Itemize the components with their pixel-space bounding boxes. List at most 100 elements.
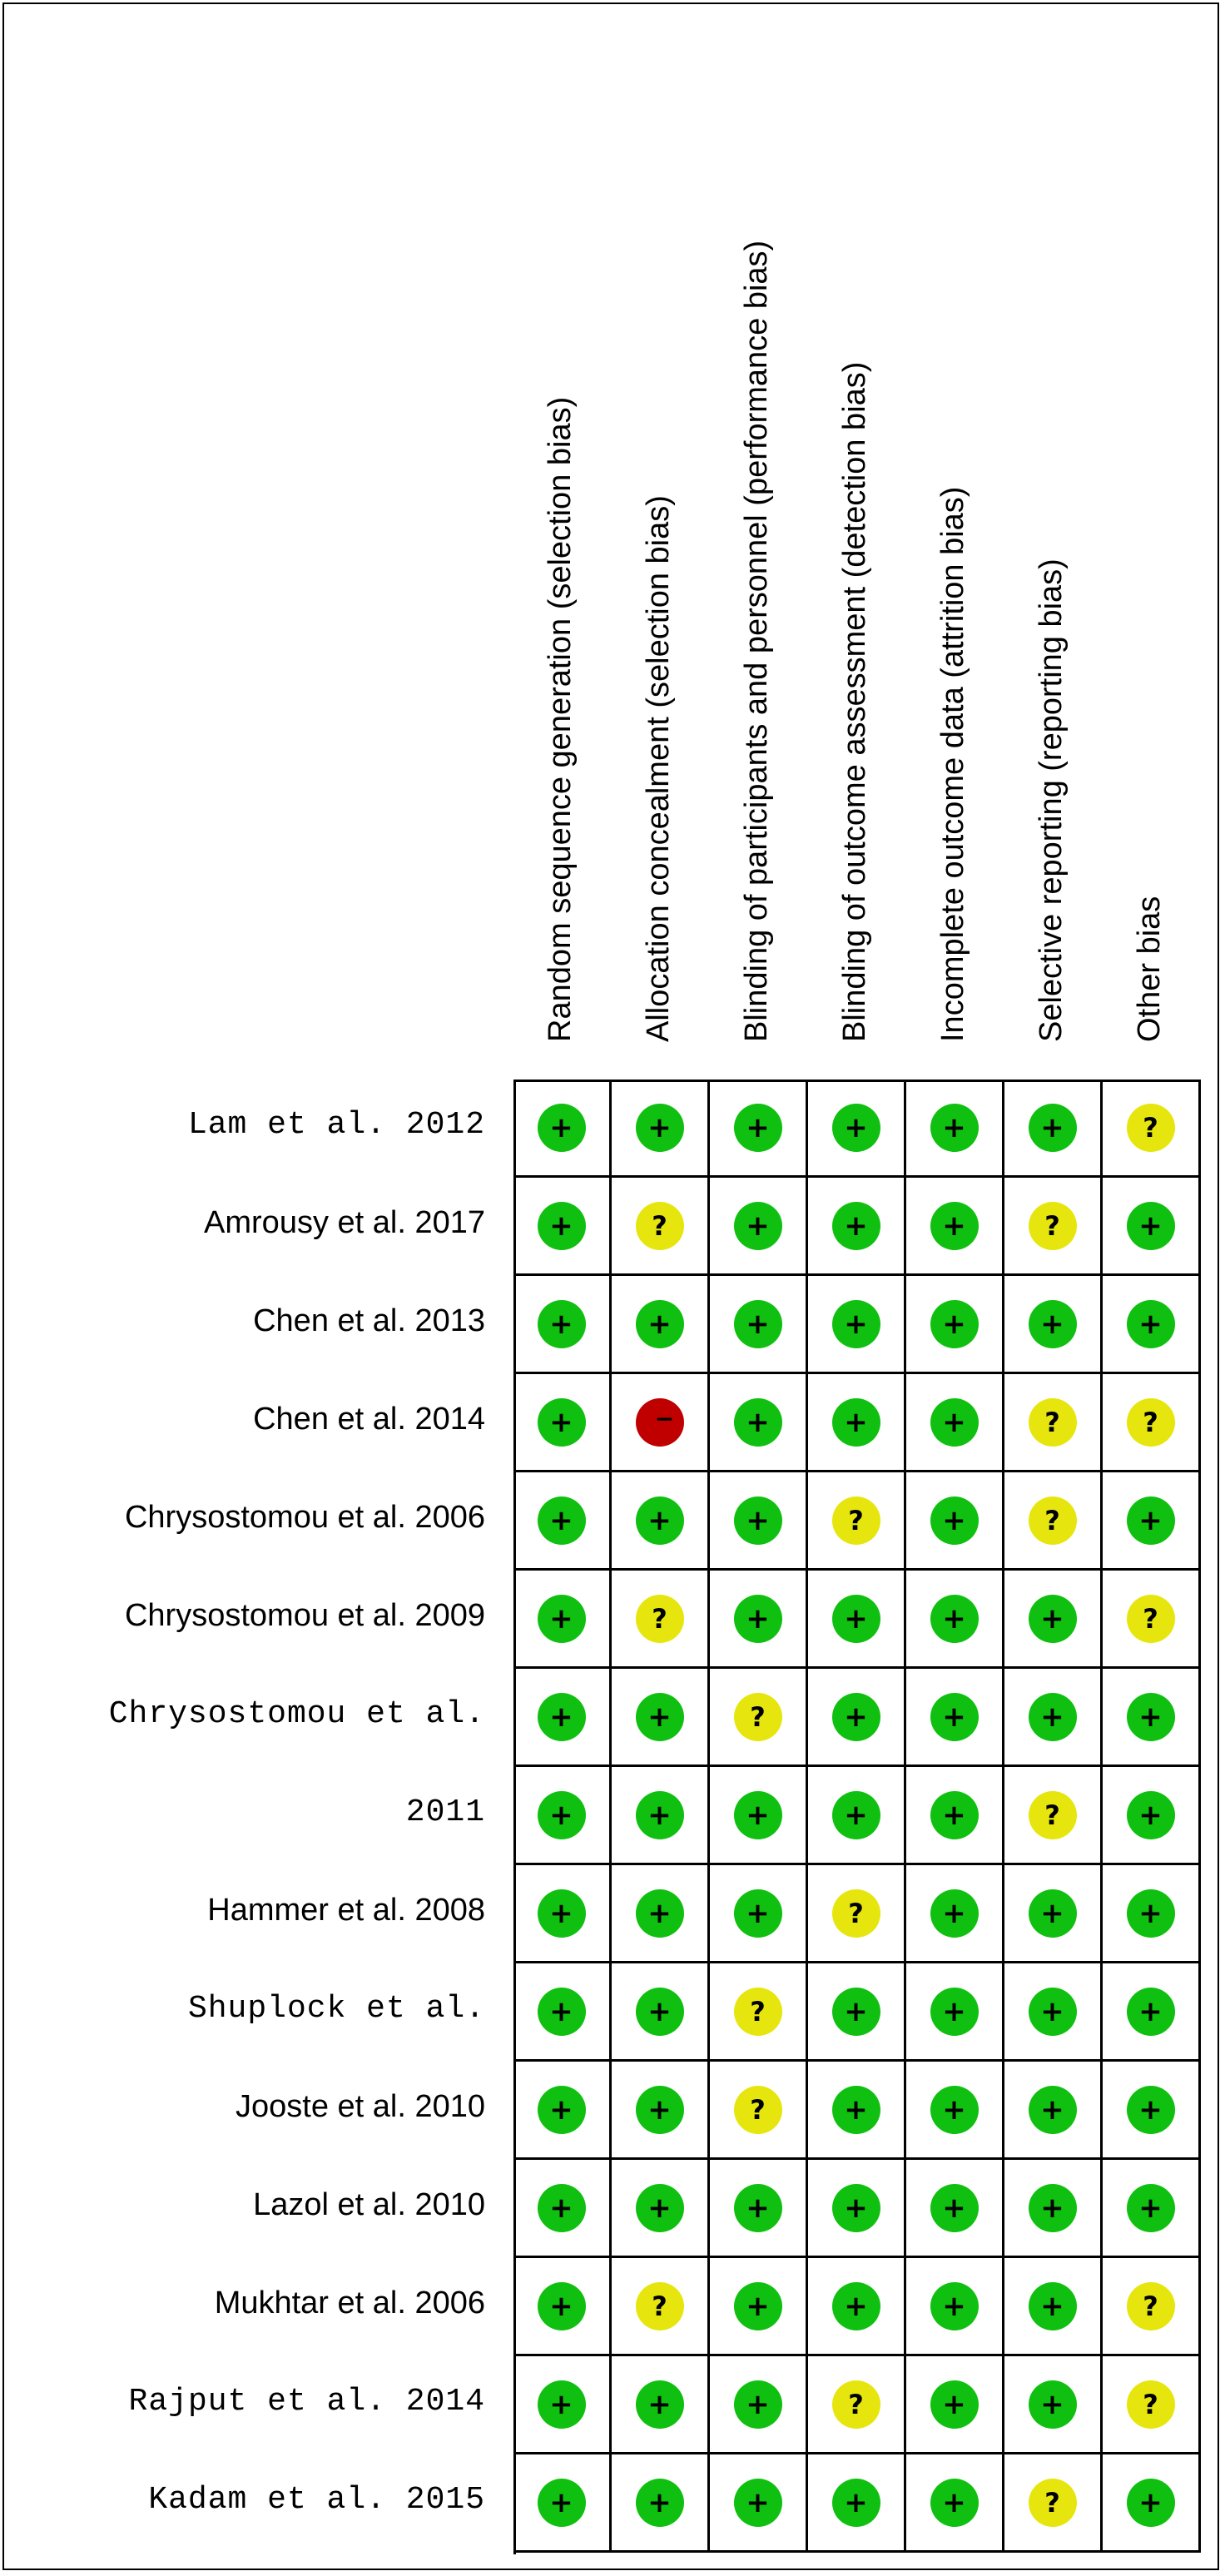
low-risk-icon: + (1126, 2085, 1175, 2134)
study-label: Shuplock et al. (187, 1991, 485, 2027)
low-risk-icon: + (1126, 2183, 1175, 2232)
rating-cell: + (612, 1767, 710, 1865)
unclear-risk-icon: ? (831, 1889, 880, 1938)
unclear-risk-icon: ? (733, 1692, 782, 1741)
rating-cell: + (1004, 2062, 1103, 2160)
low-risk-icon: + (537, 2478, 586, 2527)
unclear-risk-icon: ? (1028, 1397, 1077, 1447)
rating-cell: + (808, 1571, 906, 1669)
rating-cell: + (710, 1767, 808, 1865)
rating-cell: + (710, 1178, 808, 1276)
low-risk-icon: + (635, 2085, 684, 2134)
rating-cell: + (513, 1276, 612, 1374)
rating-cell: ? (1103, 1571, 1201, 1669)
rating-cell: + (808, 2258, 906, 2356)
rating-cell: + (710, 1865, 808, 1963)
unclear-risk-icon: ? (1126, 1594, 1175, 1643)
rating-cell: + (1103, 1178, 1201, 1276)
rating-cell: + (710, 1080, 808, 1178)
study-label: Chrysostomou et al. (108, 1696, 485, 1732)
low-risk-icon: + (635, 1496, 684, 1545)
rating-cell: + (710, 1472, 808, 1571)
study-label: Kadam et al. 2015 (148, 2482, 485, 2518)
rating-cell: ? (710, 1963, 808, 2062)
rating-cell: + (808, 1374, 906, 1472)
study-label: Jooste et al. 2010 (236, 2089, 485, 2124)
low-risk-icon: + (930, 2281, 979, 2330)
rating-cell: + (906, 2160, 1004, 2258)
low-risk-icon: + (635, 2183, 684, 2232)
column-header-label: Blinding of outcome assessment (detectio… (837, 361, 872, 1042)
column-header-1: Random sequence generation (selection bi… (509, 4, 608, 1078)
rating-cell: + (906, 2258, 1004, 2356)
high-risk-icon: − (635, 1397, 684, 1447)
rating-cell: + (808, 1767, 906, 1865)
low-risk-icon: + (733, 1299, 782, 1348)
rating-cell: + (513, 1178, 612, 1276)
unclear-risk-icon: ? (1126, 2281, 1175, 2330)
study-label: Lazol et al. 2010 (253, 2187, 485, 2222)
rating-cell: + (612, 2454, 710, 2553)
low-risk-icon: + (831, 2281, 880, 2330)
study-label: Amrousy et al. 2017 (204, 1205, 485, 1240)
unclear-risk-icon: ? (635, 2281, 684, 2330)
low-risk-icon: + (1028, 2183, 1077, 2232)
rating-cell: ? (1004, 1178, 1103, 1276)
rating-cell: + (513, 2062, 612, 2160)
low-risk-icon: + (635, 1299, 684, 1348)
rating-cell: + (906, 1963, 1004, 2062)
rating-cell: + (612, 1669, 710, 1767)
rating-cell: + (1103, 2062, 1201, 2160)
risk-of-bias-grid: + + + + + +? +? + + +? + + + + + + + + + − + + +?? + + +? +? + +? + + +… (513, 1080, 1201, 2554)
low-risk-icon: + (537, 1496, 586, 1545)
rating-cell: + (612, 1276, 710, 1374)
low-risk-icon: + (733, 1496, 782, 1545)
low-risk-icon: + (733, 2281, 782, 2330)
low-risk-icon: + (831, 1692, 880, 1741)
rating-cell: ? (1103, 2258, 1201, 2356)
low-risk-icon: + (831, 1790, 880, 1839)
unclear-risk-icon: ? (1126, 1103, 1175, 1152)
rating-cell: ? (1004, 1472, 1103, 1571)
low-risk-icon: + (635, 2380, 684, 2429)
rating-cell: + (906, 2454, 1004, 2553)
rating-cell: + (808, 1276, 906, 1374)
rating-cell: + (1103, 1865, 1201, 1963)
low-risk-icon: + (733, 1201, 782, 1250)
low-risk-icon: + (733, 2478, 782, 2527)
low-risk-icon: + (537, 2380, 586, 2429)
column-header-2: Allocation concealment (selection bias) (608, 4, 706, 1078)
rating-cell: + (710, 1571, 808, 1669)
rating-cell: + (1004, 1865, 1103, 1963)
rating-cell: + (1004, 1276, 1103, 1374)
low-risk-icon: + (1028, 1594, 1077, 1643)
rating-cell: + (906, 1276, 1004, 1374)
rating-cell: + (906, 2356, 1004, 2454)
rating-cell: ? (612, 1571, 710, 1669)
low-risk-icon: + (831, 1397, 880, 1447)
column-header-6: Selective reporting (reporting bias) (1000, 4, 1099, 1078)
column-header-7: Other bias (1099, 4, 1197, 1078)
rating-cell: + (1103, 1963, 1201, 2062)
low-risk-icon: + (537, 1594, 586, 1643)
rating-cell: ? (1103, 1374, 1201, 1472)
low-risk-icon: + (635, 1889, 684, 1938)
low-risk-icon: + (1126, 1299, 1175, 1348)
rating-cell: + (906, 2062, 1004, 2160)
low-risk-icon: + (1028, 1692, 1077, 1741)
rating-cell: + (906, 1178, 1004, 1276)
column-header-5: Incomplete outcome data (attrition bias) (902, 4, 1000, 1078)
low-risk-icon: + (930, 1790, 979, 1839)
rating-cell: + (808, 1669, 906, 1767)
rating-cell: + (513, 1374, 612, 1472)
low-risk-icon: + (831, 1594, 880, 1643)
low-risk-icon: + (635, 2478, 684, 2527)
low-risk-icon: + (831, 1299, 880, 1348)
low-risk-icon: + (537, 1103, 586, 1152)
rating-cell: + (1004, 1669, 1103, 1767)
rating-cell: ? (710, 2062, 808, 2160)
rating-cell: + (513, 2454, 612, 2553)
low-risk-icon: + (930, 1201, 979, 1250)
low-risk-icon: + (1126, 1496, 1175, 1545)
unclear-risk-icon: ? (733, 1987, 782, 2036)
